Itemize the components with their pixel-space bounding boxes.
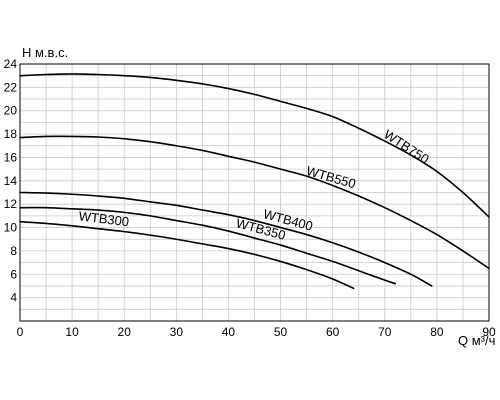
x-tick-label: 80 — [430, 325, 444, 339]
y-tick-label: 18 — [4, 127, 18, 141]
y-tick-label: 20 — [4, 104, 18, 118]
series-label-wtb550: WTB550 — [305, 163, 358, 191]
x-tick-labels: 0 10 20 30 40 50 60 70 80 90 — [17, 325, 496, 339]
y-tick-labels: 4 6 8 10 12 14 16 18 20 22 24 — [4, 57, 18, 305]
grid — [19, 63, 490, 322]
series-label-wtb750: WTB750 — [381, 127, 432, 167]
y-tick-label: 10 — [4, 221, 18, 235]
curve-wtb400 — [19, 191, 433, 287]
curve-wtb350 — [19, 206, 396, 285]
y-tick-label: 22 — [4, 80, 18, 94]
y-tick-label: 12 — [4, 197, 18, 211]
x-tick-label: 30 — [170, 325, 184, 339]
y-tick-label: 16 — [4, 150, 18, 164]
x-tick-label: 70 — [378, 325, 392, 339]
x-tick-label: 60 — [326, 325, 340, 339]
y-tick-label: 6 — [10, 267, 17, 281]
y-axis-title: Н м.в.с. — [22, 45, 68, 60]
y-tick-label: 8 — [10, 244, 17, 258]
curve-wtb550 — [19, 135, 490, 270]
x-axis-title: Q м³/ч — [458, 333, 495, 348]
x-tick-label: 50 — [274, 325, 288, 339]
x-tick-label: 10 — [65, 325, 79, 339]
curve-wtb300 — [19, 220, 355, 290]
x-tick-label: 90 — [482, 325, 496, 339]
y-tick-label: 4 — [10, 291, 17, 305]
series-label-wtb300: WTB300 — [78, 208, 130, 229]
curve-wtb750 — [19, 73, 490, 218]
y-tick-label: 24 — [4, 57, 18, 71]
curves — [19, 73, 490, 290]
x-tick-label: 40 — [222, 325, 236, 339]
y-tick-label: 14 — [4, 174, 18, 188]
x-tick-label: 0 — [17, 325, 24, 339]
x-tick-label: 20 — [118, 325, 132, 339]
